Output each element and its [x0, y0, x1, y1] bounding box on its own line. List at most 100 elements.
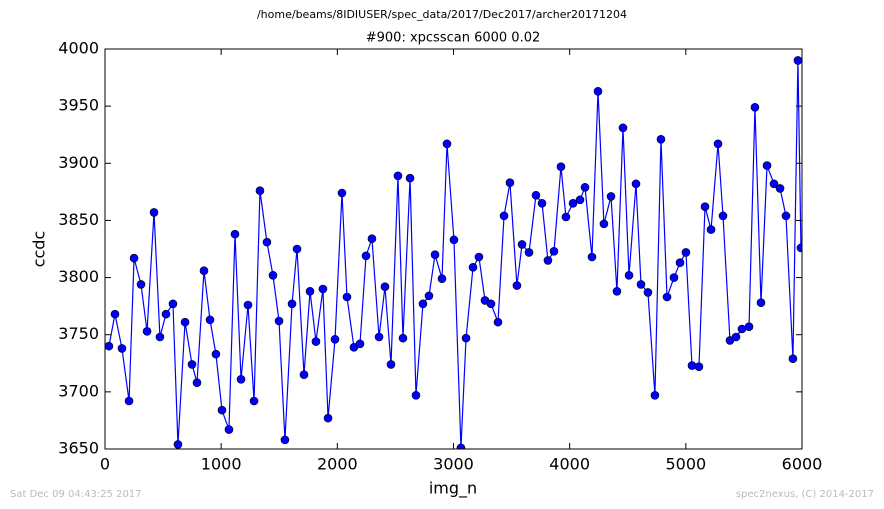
- data-point: [367, 234, 377, 244]
- data-point: [687, 361, 697, 370]
- data-point: [292, 244, 302, 254]
- data-point: [612, 286, 622, 296]
- footer-credit: spec2nexus, (C) 2014-2017: [736, 489, 874, 500]
- data-point: [737, 324, 747, 334]
- data-point: [713, 139, 723, 149]
- x-tick-label: 4000: [549, 455, 590, 474]
- data-point: [355, 339, 365, 349]
- data-point: [449, 235, 459, 245]
- data-point: [249, 396, 259, 406]
- data-point: [110, 309, 120, 319]
- data-point: [287, 299, 297, 309]
- data-point: [499, 211, 509, 221]
- y-tick-label: 3800: [58, 267, 99, 286]
- data-point: [631, 179, 641, 189]
- chart-title: /home/beams/8IDIUSER/spec_data/2017/Dec2…: [257, 8, 627, 21]
- data-point: [762, 161, 772, 170]
- data-point: [650, 390, 660, 400]
- data-point: [380, 282, 390, 292]
- data-point: [624, 270, 634, 280]
- data-point: [205, 315, 215, 325]
- data-point: [775, 184, 785, 193]
- data-point: [168, 299, 178, 309]
- data-point: [456, 443, 466, 449]
- data-point: [430, 250, 440, 260]
- x-tick-label: 0: [100, 455, 110, 474]
- data-point: [142, 326, 152, 336]
- data-point: [192, 378, 202, 388]
- data-point: [731, 332, 741, 342]
- data-point: [468, 262, 478, 272]
- data-point: [796, 243, 802, 253]
- data-point: [575, 195, 585, 205]
- data-point: [568, 198, 578, 208]
- data-point: [694, 362, 704, 372]
- data-point: [217, 405, 227, 415]
- data-point: [374, 332, 384, 342]
- data-point: [105, 341, 114, 351]
- data-point: [411, 390, 421, 400]
- data-point: [274, 316, 284, 326]
- data-point: [117, 344, 127, 353]
- data-point: [793, 56, 802, 65]
- data-point: [136, 280, 146, 289]
- y-tick-label: 3900: [58, 153, 99, 172]
- data-point: [318, 284, 328, 294]
- data-point: [643, 288, 653, 297]
- x-axis-label: img_n: [429, 479, 477, 499]
- data-point: [662, 292, 672, 302]
- plot-frame: [104, 48, 803, 450]
- y-tick-label: 3650: [58, 439, 99, 458]
- data-point: [173, 440, 183, 449]
- plot-area: [105, 56, 802, 449]
- x-tick-label: 2000: [317, 455, 358, 474]
- data-point: [606, 192, 616, 201]
- y-tick-label: 4000: [58, 39, 99, 58]
- data-point: [681, 248, 691, 257]
- data-point: [618, 123, 628, 133]
- data-point: [744, 322, 754, 332]
- data-point: [781, 211, 791, 221]
- data-point: [211, 349, 221, 359]
- data-point: [756, 298, 766, 308]
- data-point: [442, 139, 452, 149]
- data-point: [149, 208, 159, 217]
- data-point: [675, 258, 685, 268]
- data-point: [599, 219, 609, 229]
- y-tick-label: 3950: [58, 96, 99, 115]
- data-point: [405, 173, 415, 183]
- data-point: [537, 198, 547, 208]
- data-point: [337, 188, 347, 198]
- data-point: [561, 212, 571, 222]
- data-point: [187, 360, 197, 369]
- data-point: [524, 248, 534, 257]
- footer-timestamp: Sat Dec 09 04:43:25 2017: [10, 489, 142, 500]
- data-point: [486, 299, 496, 309]
- chart-subtitle: #900: xpcsscan 6000 0.02: [366, 31, 541, 46]
- y-tick-label: 3750: [58, 324, 99, 343]
- data-point: [531, 190, 541, 200]
- data-point: [268, 270, 278, 280]
- data-point: [549, 246, 559, 256]
- data-point: [505, 178, 515, 188]
- data-point: [517, 240, 527, 249]
- data-point: [700, 202, 710, 212]
- data-point: [418, 299, 428, 309]
- data-point: [474, 252, 484, 262]
- data-point: [330, 334, 340, 344]
- data-point: [230, 229, 240, 239]
- data-point: [543, 256, 553, 265]
- data-point: [129, 253, 139, 263]
- data-point: [262, 237, 272, 247]
- data-point: [424, 291, 434, 301]
- data-point: [706, 225, 716, 234]
- data-point: [124, 396, 134, 406]
- data-point: [161, 309, 171, 319]
- data-point: [342, 292, 352, 302]
- x-tick-label: 6000: [782, 455, 823, 474]
- y-tick-label: 3850: [58, 210, 99, 229]
- data-point: [461, 333, 471, 343]
- data-point: [580, 182, 590, 192]
- data-point: [224, 425, 234, 434]
- data-point: [593, 86, 603, 96]
